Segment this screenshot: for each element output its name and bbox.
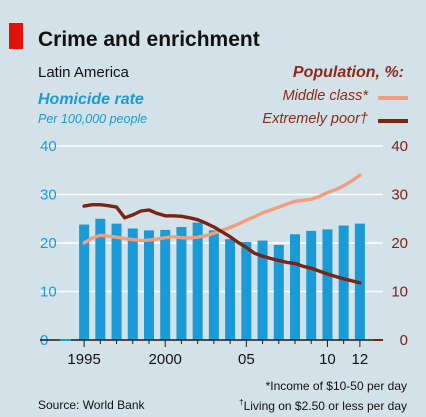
x-tick-label-2012: 12 bbox=[352, 351, 369, 368]
bar-2008 bbox=[290, 234, 300, 340]
left-tick-label-20: 20 bbox=[40, 235, 57, 252]
bar-1999 bbox=[144, 230, 154, 340]
bar-2003 bbox=[209, 230, 219, 340]
bar-2010 bbox=[322, 229, 332, 340]
bar-2004 bbox=[225, 239, 235, 340]
bar-2000 bbox=[160, 230, 170, 340]
bar-1998 bbox=[128, 228, 138, 340]
x-tick-label-2005: 05 bbox=[238, 351, 255, 368]
footnote-middle-class: *Income of $10-50 per day bbox=[266, 379, 407, 393]
footnote-extremely-poor-text: Living on $2.50 or less per day bbox=[244, 399, 407, 413]
x-tick-label-1995: 1995 bbox=[67, 351, 100, 368]
right-tick-label-40: 40 bbox=[391, 138, 408, 155]
right-tick-label-10: 10 bbox=[391, 284, 408, 301]
source-note: Source: World Bank bbox=[38, 398, 145, 412]
footnote-extremely-poor: †Living on $2.50 or less per day bbox=[239, 398, 407, 413]
x-tick-label-2010: 10 bbox=[319, 351, 336, 368]
bar-2011 bbox=[339, 226, 349, 340]
left-tick-label-30: 30 bbox=[40, 187, 57, 204]
left-tick-label-10: 10 bbox=[40, 284, 57, 301]
bar-1997 bbox=[112, 224, 122, 340]
right-tick-label-0: 0 bbox=[400, 332, 408, 349]
right-tick-label-20: 20 bbox=[391, 235, 408, 252]
bar-2005 bbox=[241, 242, 251, 340]
left-tick-label-40: 40 bbox=[40, 138, 57, 155]
right-tick-label-30: 30 bbox=[391, 187, 408, 204]
bar-2002 bbox=[193, 223, 203, 340]
x-tick-label-2000: 2000 bbox=[149, 351, 182, 368]
bar-2001 bbox=[176, 227, 186, 340]
bar-2009 bbox=[306, 231, 316, 340]
